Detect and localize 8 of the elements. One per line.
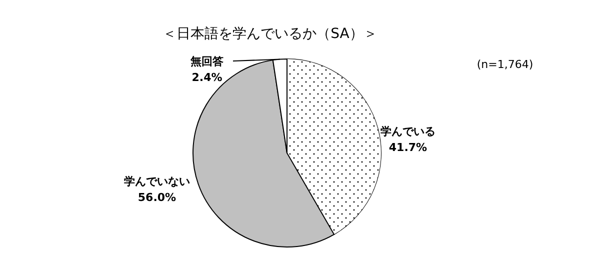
slice-label: 学んでいない: [124, 175, 190, 188]
data-label: 41.7%: [388, 141, 428, 154]
text: (n=1,764): [476, 58, 534, 71]
slice-label: 学んでいる: [380, 125, 436, 138]
slice-label: 無回答: [190, 55, 224, 68]
data-label: 2.4%: [192, 71, 222, 84]
chart-title: ＜日本語を学んでいるか（SA）＞: [162, 26, 378, 42]
data-label: 56.0%: [138, 191, 176, 204]
